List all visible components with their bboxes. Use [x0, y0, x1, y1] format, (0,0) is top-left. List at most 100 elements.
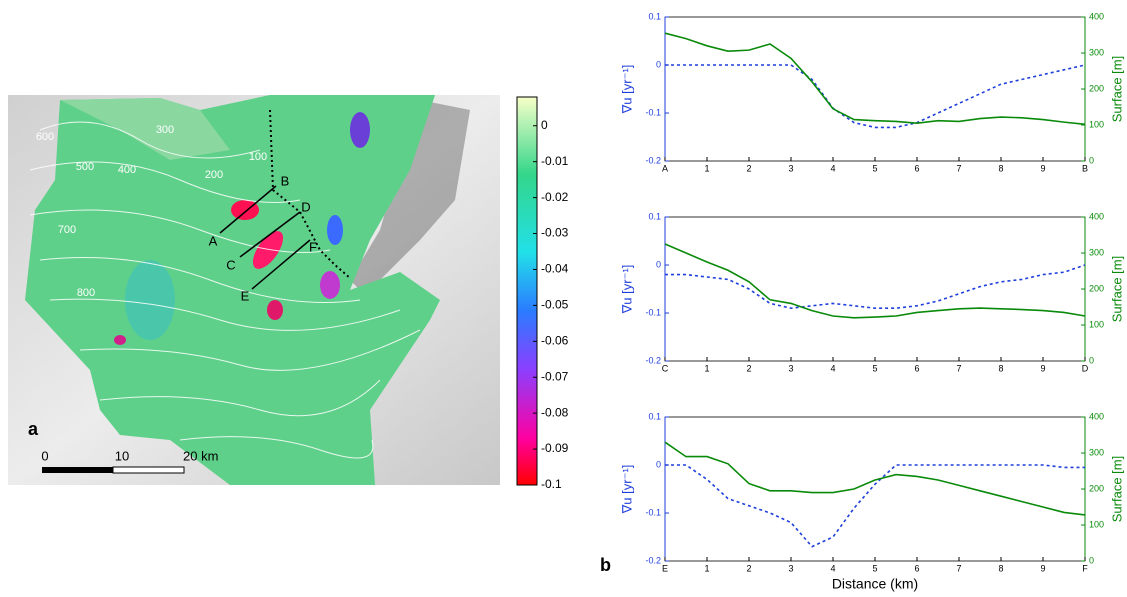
- plot-frame: [664, 216, 1086, 362]
- y2-tick-label: 0: [1089, 355, 1094, 365]
- scale-label: 0: [41, 448, 48, 463]
- x-tick-label: 4: [830, 163, 835, 173]
- y-axis-label: ∇u [yr⁻¹]: [619, 265, 634, 315]
- y-tick-label: 0: [656, 259, 661, 269]
- y-tick-label: -0.1: [645, 307, 661, 317]
- colorbar-tick-label: -0.06: [541, 333, 569, 347]
- profile-lines: [219, 185, 311, 290]
- contour-label: 700: [58, 224, 76, 236]
- y-tick-label: 0.1: [648, 411, 661, 421]
- y-tick-label: 0: [656, 59, 661, 69]
- y2-tick-label: 0: [1089, 155, 1094, 165]
- profile-label: A: [209, 233, 218, 248]
- contour-label: 600: [36, 131, 54, 143]
- y2-tick-label: 0: [1089, 555, 1094, 565]
- contour-label: 500: [76, 161, 94, 173]
- x-tick-label: 6: [914, 563, 919, 573]
- y2-tick-label: 300: [1089, 447, 1104, 457]
- colorbar-tick-label: -0.05: [541, 298, 569, 312]
- series-line: [664, 441, 1086, 516]
- colorbar-tick-label: -0.07: [541, 369, 569, 383]
- y-tick-label: -0.1: [645, 107, 661, 117]
- contour-label: 300: [156, 124, 174, 136]
- y-tick-label: -0.2: [645, 355, 661, 365]
- y-tick-label: -0.2: [645, 555, 661, 565]
- y2-axis-label: Surface [m]: [1109, 456, 1124, 522]
- colorbar-tick-label: -0.09: [541, 441, 569, 455]
- y-axis-label: ∇u [yr⁻¹]: [619, 465, 634, 515]
- anomaly: [125, 260, 175, 340]
- profile-label: B: [281, 173, 290, 188]
- scale-bar: [42, 467, 113, 473]
- x-tick-label: 7: [956, 163, 961, 173]
- anomaly: [231, 200, 259, 220]
- x-tick-label: 1: [704, 163, 709, 173]
- profile-label: D: [301, 199, 310, 214]
- y2-tick-label: 100: [1089, 119, 1104, 129]
- anomaly: [114, 335, 126, 345]
- x-tick-label: 8: [998, 163, 1003, 173]
- anomaly: [350, 112, 370, 148]
- x-tick-label: 2: [746, 363, 751, 373]
- panel-label: a: [28, 419, 39, 439]
- x-tick-label: 8: [998, 363, 1003, 373]
- colorbar-tick-label: 0: [541, 118, 548, 132]
- y2-tick-label: 200: [1089, 83, 1104, 93]
- y2-tick-label: 300: [1089, 47, 1104, 57]
- scale-bar: [112, 466, 185, 474]
- contour-label: 200: [205, 169, 223, 181]
- x-tick-label: 3: [788, 163, 793, 173]
- colorbar-tick-label: -0.01: [541, 154, 569, 168]
- x-tick-label: 5: [872, 563, 877, 573]
- profile-label: E: [241, 288, 250, 303]
- x-tick-label: 5: [872, 363, 877, 373]
- plot-frame: [664, 16, 1086, 162]
- y2-tick-label: 100: [1089, 519, 1104, 529]
- y-tick-label: 0.1: [648, 211, 661, 221]
- x-tick-label: 2: [746, 163, 751, 173]
- contour-label: 100: [249, 151, 267, 163]
- series-line: [665, 264, 1086, 310]
- x-tick-label: B: [1082, 163, 1088, 173]
- x-tick-label: 1: [704, 363, 709, 373]
- y2-axis-label: Surface [m]: [1109, 56, 1124, 122]
- panel-label: b: [600, 555, 611, 575]
- x-tick-label: 9: [1040, 563, 1045, 573]
- x-tick-label: 1: [704, 563, 709, 573]
- x-tick-label: D: [1082, 363, 1089, 373]
- anomaly: [320, 271, 340, 299]
- x-tick-label: A: [662, 163, 668, 173]
- y2-tick-label: 400: [1089, 211, 1104, 221]
- x-tick-label: 6: [914, 363, 919, 373]
- x-tick-label: E: [662, 563, 668, 573]
- scale-label: 10: [115, 448, 129, 463]
- colorbar-tick-label: -0.08: [541, 405, 569, 419]
- profile-label: F: [309, 239, 317, 254]
- y2-tick-label: 100: [1089, 319, 1104, 329]
- y2-tick-label: 200: [1089, 283, 1104, 293]
- flowline: [269, 109, 351, 279]
- colorbar-tick-label: -0.1: [541, 477, 562, 491]
- y2-tick-label: 200: [1089, 483, 1104, 493]
- velocity-field: [25, 95, 440, 485]
- contours: [29, 121, 421, 459]
- x-tick-label: C: [662, 363, 669, 373]
- plot-frame: [664, 416, 1086, 562]
- x-tick-label: 3: [788, 563, 793, 573]
- contour-label: 400: [118, 164, 136, 176]
- x-tick-label: 7: [956, 563, 961, 573]
- y-tick-label: -0.1: [645, 507, 661, 517]
- x-tick-label: 5: [872, 163, 877, 173]
- x-tick-label: 3: [788, 363, 793, 373]
- y-tick-label: -0.2: [645, 155, 661, 165]
- x-tick-label: 4: [830, 563, 835, 573]
- y2-tick-label: 300: [1089, 247, 1104, 257]
- x-tick-label: 9: [1040, 163, 1045, 173]
- scale-label: 20 km: [183, 448, 218, 463]
- contour-label: 800: [77, 287, 95, 299]
- x-tick-label: 8: [998, 563, 1003, 573]
- series-line: [665, 464, 1085, 548]
- y2-axis-label: Surface [m]: [1109, 256, 1124, 322]
- colorbar-tick-label: -0.04: [541, 262, 569, 276]
